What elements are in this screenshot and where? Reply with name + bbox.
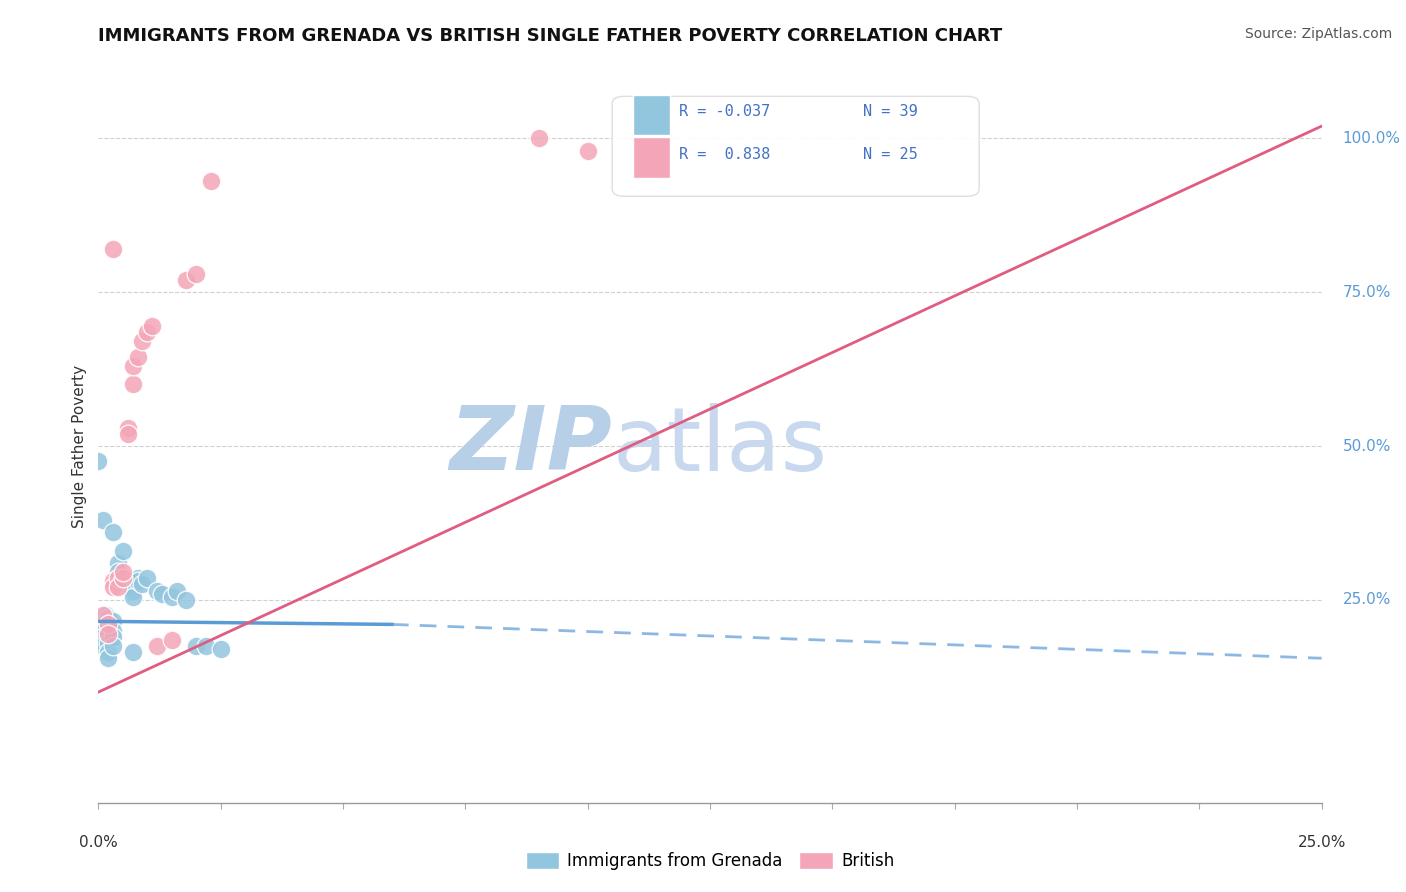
Point — [101, 574, 124, 589]
Text: IMMIGRANTS FROM GRENADA VS BRITISH SINGLE FATHER POVERTY CORRELATION CHART: IMMIGRANTS FROM GRENADA VS BRITISH SINGL… — [98, 27, 1002, 45]
Text: R =  0.838: R = 0.838 — [679, 146, 770, 161]
Point — [101, 639, 124, 653]
Point — [97, 645, 120, 659]
Text: 75.0%: 75.0% — [1343, 285, 1391, 300]
Point — [101, 525, 124, 540]
Text: N = 39: N = 39 — [863, 103, 918, 119]
Point — [97, 626, 120, 640]
Text: 100.0%: 100.0% — [1343, 131, 1400, 146]
Point — [97, 617, 120, 632]
Point — [166, 583, 188, 598]
Point — [107, 571, 129, 585]
Point — [91, 513, 114, 527]
Point — [176, 273, 198, 287]
Point — [160, 632, 183, 647]
Point — [91, 639, 114, 653]
Text: 50.0%: 50.0% — [1343, 439, 1391, 453]
Point — [91, 624, 114, 638]
FancyBboxPatch shape — [633, 95, 669, 136]
Point — [141, 319, 163, 334]
Point — [101, 242, 124, 256]
Point — [121, 583, 143, 598]
Text: N = 25: N = 25 — [863, 146, 918, 161]
Point — [150, 587, 173, 601]
Point — [186, 267, 208, 281]
Point — [97, 626, 120, 640]
Point — [94, 608, 117, 623]
Point — [97, 611, 120, 625]
Point — [160, 590, 183, 604]
Point — [127, 350, 149, 364]
Legend: Immigrants from Grenada, British: Immigrants from Grenada, British — [519, 845, 901, 877]
Point — [195, 639, 218, 653]
Point — [91, 608, 114, 623]
Point — [117, 577, 139, 591]
Point — [131, 577, 153, 591]
FancyBboxPatch shape — [633, 137, 669, 178]
Point — [200, 174, 222, 188]
Point — [121, 645, 143, 659]
Point — [101, 624, 124, 638]
Point — [87, 454, 110, 468]
Point — [527, 131, 550, 145]
Text: 0.0%: 0.0% — [79, 836, 118, 850]
Point — [101, 630, 124, 644]
Point — [127, 571, 149, 585]
Point — [131, 334, 153, 349]
Point — [209, 642, 232, 657]
Point — [121, 377, 143, 392]
Text: R = -0.037: R = -0.037 — [679, 103, 770, 119]
Point — [117, 426, 139, 441]
FancyBboxPatch shape — [612, 96, 979, 196]
Text: 25.0%: 25.0% — [1343, 592, 1391, 607]
Point — [111, 543, 134, 558]
Point — [176, 592, 198, 607]
Point — [91, 630, 114, 644]
Point — [121, 590, 143, 604]
Point — [97, 636, 120, 650]
Point — [121, 359, 143, 373]
Point — [136, 571, 159, 585]
Text: Source: ZipAtlas.com: Source: ZipAtlas.com — [1244, 27, 1392, 41]
Point — [91, 615, 114, 629]
Point — [117, 420, 139, 434]
Point — [146, 583, 169, 598]
Point — [107, 581, 129, 595]
Point — [97, 617, 120, 632]
Point — [576, 144, 599, 158]
Point — [101, 581, 124, 595]
Text: ZIP: ZIP — [450, 402, 612, 490]
Point — [101, 615, 124, 629]
Point — [107, 565, 129, 579]
Point — [136, 325, 159, 339]
Text: 25.0%: 25.0% — [1298, 836, 1346, 850]
Point — [97, 651, 120, 665]
Point — [111, 571, 134, 585]
Point — [146, 639, 169, 653]
Point — [127, 574, 149, 589]
Point — [186, 639, 208, 653]
Point — [111, 565, 134, 579]
Point — [90, 611, 112, 625]
Y-axis label: Single Father Poverty: Single Father Poverty — [72, 365, 87, 527]
Text: atlas: atlas — [612, 402, 827, 490]
Point — [107, 556, 129, 570]
Point — [111, 571, 134, 585]
